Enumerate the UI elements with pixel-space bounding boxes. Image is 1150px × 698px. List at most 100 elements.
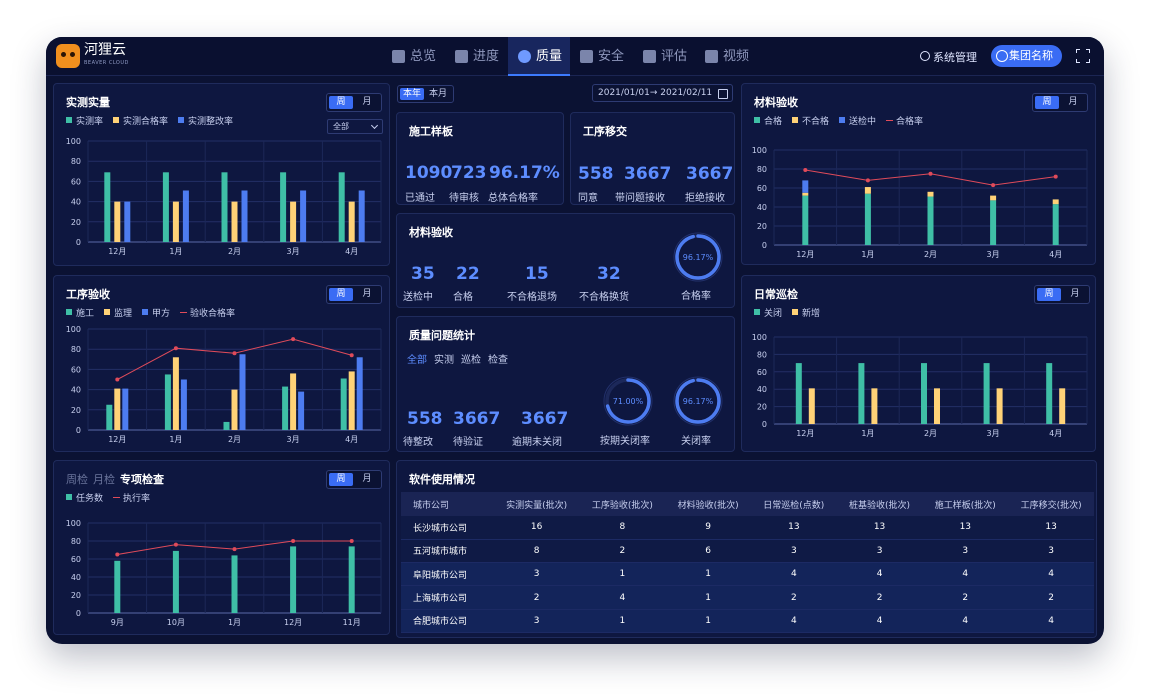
bar	[114, 560, 121, 613]
bar	[927, 191, 934, 197]
bar	[290, 373, 297, 430]
tab-special-check[interactable]: 专项检查	[120, 473, 164, 486]
tab-all[interactable]: 全部	[407, 355, 427, 366]
tab-weekly-check[interactable]: 周检	[66, 473, 88, 486]
stat-value: 3667	[521, 409, 569, 429]
x-tick-label: 4月	[1049, 429, 1062, 438]
toggle-month[interactable]: 月	[362, 97, 372, 107]
y-tick-label: 20	[71, 591, 81, 600]
y-tick-label: 100	[66, 519, 81, 528]
column-header: 实测实量(批次)	[493, 492, 580, 516]
bar	[864, 193, 871, 245]
y-tick-label: 80	[71, 345, 81, 354]
toggle-week[interactable]: 周	[1037, 288, 1061, 301]
patrol-chart: 0 20 40 60 80 100 12月 1月 2月 3月 4月	[752, 333, 1088, 438]
period-toggle[interactable]: 周月	[1032, 93, 1088, 112]
date-range-picker[interactable]: 2021/01/01→ 2021/02/11	[592, 84, 733, 102]
legend-swatch	[839, 117, 846, 123]
table-cell: 4	[579, 585, 666, 610]
bar	[180, 379, 187, 430]
top-bar: 河狸云 BEAVER CLOUD 总览 进度 质量 安全 评估 视频 系统管理 …	[46, 37, 1104, 76]
toggle-week[interactable]: 周	[1035, 96, 1059, 109]
legend-swatch	[113, 117, 120, 123]
legend-item: 送检中	[839, 114, 876, 127]
toggle-month[interactable]: 月	[1070, 289, 1080, 299]
toggle-month[interactable]: 月	[1068, 97, 1078, 107]
nav-overview[interactable]: 总览	[390, 37, 442, 76]
tab-measure[interactable]: 实测	[434, 355, 454, 366]
table-cell: 上海城市公司	[401, 585, 494, 610]
period-toggle[interactable]: 周月	[326, 470, 382, 489]
chart-legend: 实测率 实测合格率 实测整改率	[66, 114, 243, 127]
bar	[871, 388, 878, 424]
bar	[1052, 199, 1059, 205]
group-name-button[interactable]: 集团名称	[991, 45, 1062, 67]
evaluate-icon	[643, 50, 656, 63]
panel-patrol: 日常巡检 周月 关闭 新增 0 20 40 60 80 100 12月 1月 2月 3月 4月	[741, 275, 1096, 452]
table-cell: 1	[579, 562, 666, 587]
beaver-logo-icon	[56, 44, 80, 68]
system-management-link[interactable]: 系统管理	[920, 49, 977, 65]
table-cell: 阜阳城市公司	[401, 562, 494, 587]
toggle-week[interactable]: 周	[329, 288, 353, 301]
nav-video[interactable]: 视频	[703, 37, 755, 76]
legend-swatch	[142, 309, 149, 315]
x-tick-label: 3月	[987, 250, 1000, 259]
close-rate-ring: 96.17%	[673, 376, 723, 426]
inspection-tabs: 周检 月检 专项检查	[66, 471, 169, 487]
bar	[795, 363, 802, 424]
legend-label: 实测率	[76, 117, 104, 127]
chart-legend: 关闭 新增	[754, 306, 830, 319]
legend-item: 任务数	[66, 491, 103, 504]
toggle-month[interactable]: 月	[362, 289, 372, 299]
bar	[1059, 388, 1066, 424]
line-point	[173, 346, 178, 351]
nav-safety[interactable]: 安全	[578, 37, 630, 76]
bar	[300, 190, 307, 242]
bar	[280, 172, 287, 242]
legend-item: 验收合格率	[180, 306, 235, 319]
stat-value: 96.17%	[489, 163, 560, 183]
ring-progress	[605, 378, 651, 424]
tab-monthly-check[interactable]: 月检	[93, 473, 115, 486]
filter-select[interactable]: 全部	[327, 119, 383, 134]
period-toggle[interactable]: 周月	[326, 93, 382, 112]
nav-progress[interactable]: 进度	[453, 37, 505, 76]
legend-swatch	[178, 117, 185, 123]
tab-patrol[interactable]: 巡检	[461, 355, 481, 366]
line-point	[115, 377, 120, 382]
period-toggle[interactable]: 周月	[326, 285, 382, 304]
toggle-month[interactable]: 月	[362, 474, 372, 484]
tab-check[interactable]: 检查	[488, 355, 508, 366]
toggle-week[interactable]: 周	[329, 473, 353, 486]
progress-icon	[455, 50, 468, 63]
table-cell: 长沙城市公司	[401, 516, 494, 540]
y-tick-label: 0	[762, 241, 767, 250]
period-toggle[interactable]: 周月	[1034, 285, 1090, 304]
table-cell: 2	[579, 539, 666, 564]
bar	[231, 555, 238, 613]
ring-outline	[673, 232, 723, 282]
table-cell: 13	[836, 516, 923, 540]
x-tick-label: 12月	[108, 435, 126, 444]
chart-legend: 合格 不合格 送检中 合格率	[754, 114, 933, 127]
legend-item: 关闭	[754, 306, 782, 319]
stat-label: 待整改	[403, 437, 433, 448]
nav-evaluate[interactable]: 评估	[641, 37, 693, 76]
tab-this-month[interactable]: 本月	[429, 89, 448, 99]
y-tick-label: 80	[757, 350, 767, 359]
bar	[358, 190, 365, 242]
table-cell: 13	[922, 516, 1009, 540]
bar	[231, 201, 238, 242]
table-cell: 3	[922, 539, 1009, 564]
panel-usage: 软件使用情况 城市公司 实测实量(批次) 工序验收(批次) 材料验收(批次) 日常巡检(…	[396, 460, 1097, 638]
y-tick-label: 40	[71, 198, 81, 207]
table-cell: 合肥城市公司	[401, 609, 494, 633]
toggle-week[interactable]: 周	[329, 96, 353, 109]
tab-this-year[interactable]: 本年	[400, 88, 425, 100]
nav-quality[interactable]: 质量	[508, 37, 570, 76]
fullscreen-icon[interactable]	[1076, 49, 1090, 63]
column-header: 材料验收(批次)	[665, 492, 751, 516]
y-tick-label: 100	[66, 137, 81, 146]
x-tick-label: 1月	[169, 247, 182, 256]
